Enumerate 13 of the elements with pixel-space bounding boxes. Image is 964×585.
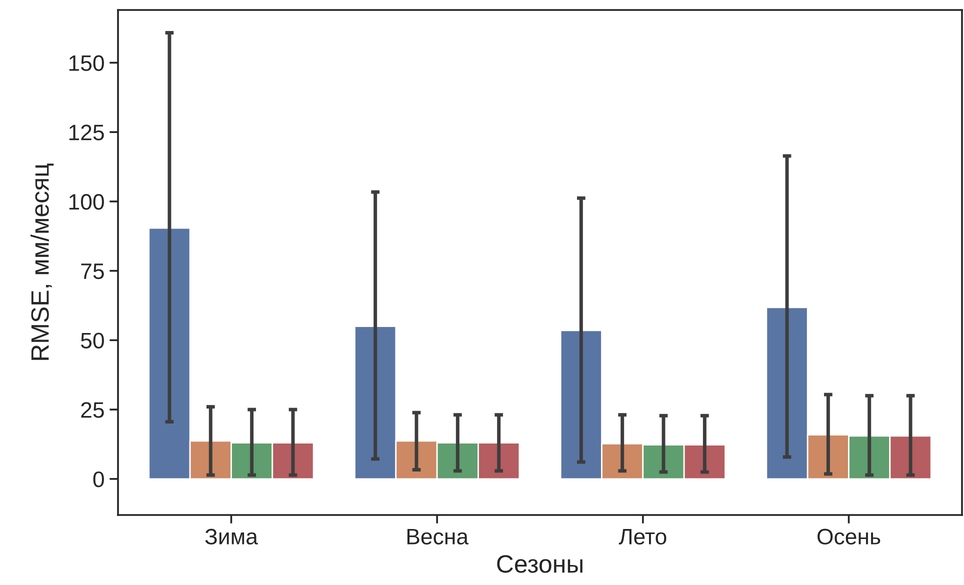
y-tick-label: 0 xyxy=(93,471,104,488)
y-tick-label: 50 xyxy=(80,332,104,348)
y-tick-label: 150 xyxy=(69,55,104,71)
x-tick-label: Осень xyxy=(818,528,880,545)
x-tick-label: Зима xyxy=(205,528,258,545)
y-axis-title: RMSE, мм/месяц xyxy=(30,164,54,360)
y-tick-label: 100 xyxy=(69,194,104,210)
y-tick-label: 25 xyxy=(81,402,104,418)
y-tick-label: 75 xyxy=(81,264,104,280)
x-tick-label: Лето xyxy=(618,529,666,545)
x-tick-label: Весна xyxy=(407,529,469,545)
x-axis-title: Сезоны xyxy=(497,555,582,573)
y-tick-label: 125 xyxy=(69,124,104,140)
